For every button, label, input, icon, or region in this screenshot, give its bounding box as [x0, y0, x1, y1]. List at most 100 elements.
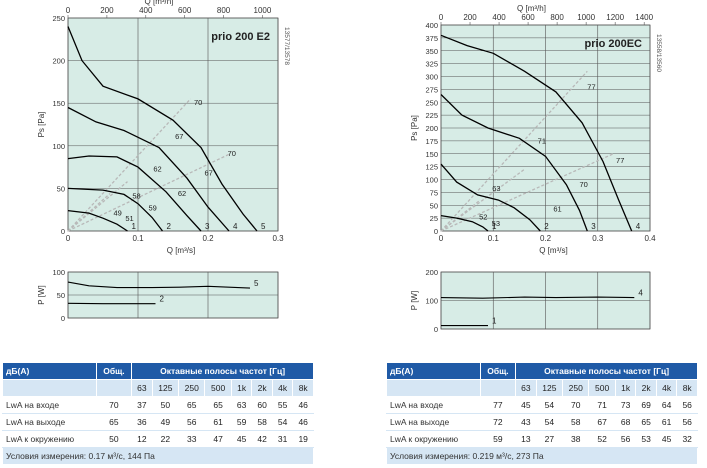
table-head-bands: Октавные полосы частот [Гц]: [515, 362, 698, 380]
y-tick-label: 275: [425, 85, 438, 94]
x-tick-label-top: 1200: [606, 13, 624, 22]
table-subhead-empty: [95, 379, 133, 397]
table-cell: 59: [230, 413, 253, 431]
table-cell: 64: [655, 396, 678, 414]
power-y-tick-label: 200: [425, 268, 438, 277]
curve-label: 1: [132, 222, 137, 231]
table-cell: 65: [178, 396, 206, 414]
table-band-header: 250: [178, 379, 206, 397]
x-tick-label-top: 200: [100, 6, 114, 15]
y-tick-label: 325: [425, 60, 438, 69]
left-noise-table: дБ(A) Общ. Октавные полосы частот [Гц] 63 12…: [2, 362, 314, 465]
x-tick-label-bottom: 0.4: [644, 234, 656, 243]
power-curve-label: 1: [492, 317, 497, 326]
x-tick-label-top: 1400: [635, 13, 653, 22]
table-band-header: 4k: [271, 379, 294, 397]
side-code: 13577/13578: [283, 27, 290, 65]
efficiency-label: 49: [114, 209, 122, 218]
curve-label: 1: [492, 222, 497, 231]
y-tick-label: 25: [430, 214, 438, 223]
table-row-total: 77: [479, 396, 517, 414]
efficiency-dashed-line: [440, 199, 481, 232]
table-cell: 56: [676, 413, 698, 431]
efficiency-dashed-line: [440, 70, 588, 232]
efficiency-dashed-line: [67, 98, 191, 232]
table-row: LwA к окружению 50 12 22 33 47 45 42 31 19: [2, 430, 314, 448]
y-tick-label: 0: [434, 227, 438, 236]
table-head-left: дБ(A): [2, 362, 97, 380]
x-tick-label-bottom: 0: [439, 234, 444, 243]
x-axis-label-top: Q [m³/h]: [517, 4, 546, 13]
right-noise-table: дБ(A) Общ. Октавные полосы частот [Гц] 63 12…: [386, 362, 698, 465]
table-band-header: 8k: [292, 379, 314, 397]
x-tick-label-bottom: 0: [66, 234, 71, 243]
table-row: LwA к окружению 59 13 27 38 52 56 53 45 32: [386, 430, 698, 448]
table-cell: 61: [655, 413, 678, 431]
table-cell: 56: [676, 396, 698, 414]
table-row-label: LwA на входе: [386, 396, 481, 414]
x-tick-label-bottom: 0.3: [592, 234, 604, 243]
efficiency-label: 61: [553, 204, 561, 213]
table-cell: 33: [178, 430, 206, 448]
table-cell: 60: [251, 396, 273, 414]
y-tick-label: 150: [52, 99, 65, 108]
efficiency-label: 58: [132, 192, 140, 201]
efficiency-label: 62: [178, 189, 186, 198]
table-row: LwA на входе 77 45 54 70 71 73 69 64 56: [386, 396, 698, 414]
table-row-total: 59: [479, 430, 517, 448]
fan-curve-5: [67, 26, 258, 232]
y-tick-label: 250: [52, 14, 65, 23]
efficiency-label: 62: [153, 164, 161, 173]
table-cell: 31: [271, 430, 294, 448]
table-row-total: 50: [95, 430, 133, 448]
x-tick-label-top: 600: [521, 13, 535, 22]
x-tick-label-top: 600: [178, 6, 192, 15]
table-cell: 22: [151, 430, 180, 448]
power-y-tick-label: 0: [434, 325, 438, 334]
curve-label: 3: [591, 222, 596, 231]
table-band-header: 500: [204, 379, 232, 397]
table-cell: 65: [635, 413, 657, 431]
table-band-header: 4k: [655, 379, 678, 397]
x-tick-label-bottom: 0.2: [202, 234, 214, 243]
efficiency-dashed-line: [67, 193, 111, 232]
x-tick-label-bottom: 0.1: [488, 234, 500, 243]
table-row-label: LwA к окружению: [386, 430, 481, 448]
efficiency-label: 67: [175, 132, 183, 141]
y-tick-label: 125: [425, 163, 438, 172]
model-title: prio 200 E2: [211, 31, 270, 43]
table-cell: 46: [292, 396, 314, 414]
x-tick-label-top: 1000: [577, 13, 595, 22]
efficiency-label: 71: [538, 136, 546, 145]
table-band-header: 125: [151, 379, 180, 397]
table-band-header: 500: [588, 379, 616, 397]
fan-curve-4: [440, 34, 633, 232]
table-cell: 47: [204, 430, 232, 448]
power-curve-label: 2: [160, 295, 165, 304]
x-tick-label-top: 0: [66, 6, 71, 15]
table-row: LwA на выходе 65 36 49 56 61 59 58 54 46: [2, 413, 314, 431]
table-band-header: 2k: [251, 379, 273, 397]
fan-curve-2: [67, 187, 164, 232]
table-cell: 61: [204, 413, 232, 431]
efficiency-label: 70: [579, 180, 587, 189]
curve-label: 5: [261, 222, 266, 231]
table-cell: 46: [292, 413, 314, 431]
y-tick-label: 350: [425, 47, 438, 56]
table-cell: 54: [271, 413, 294, 431]
y-tick-label: 50: [57, 184, 65, 193]
table-band-header: 250: [562, 379, 590, 397]
efficiency-label: 77: [587, 82, 595, 91]
x-tick-label-bottom: 0.2: [540, 234, 552, 243]
table-cell: 53: [635, 430, 657, 448]
table-subhead-empty: [479, 379, 517, 397]
fan-curve-2: [440, 163, 541, 232]
table-head-left: дБ(A): [386, 362, 481, 380]
power-curve-5: [67, 281, 251, 289]
table-cell: 58: [562, 413, 590, 431]
table-band-header: 63: [131, 379, 153, 397]
table-subhead-empty: [386, 379, 481, 397]
table-head-bands: Октавные полосы частот [Гц]: [131, 362, 314, 380]
table-row: LwA на выходе 72 43 54 58 67 68 65 61 56: [386, 413, 698, 431]
table-cell: 32: [676, 430, 698, 448]
